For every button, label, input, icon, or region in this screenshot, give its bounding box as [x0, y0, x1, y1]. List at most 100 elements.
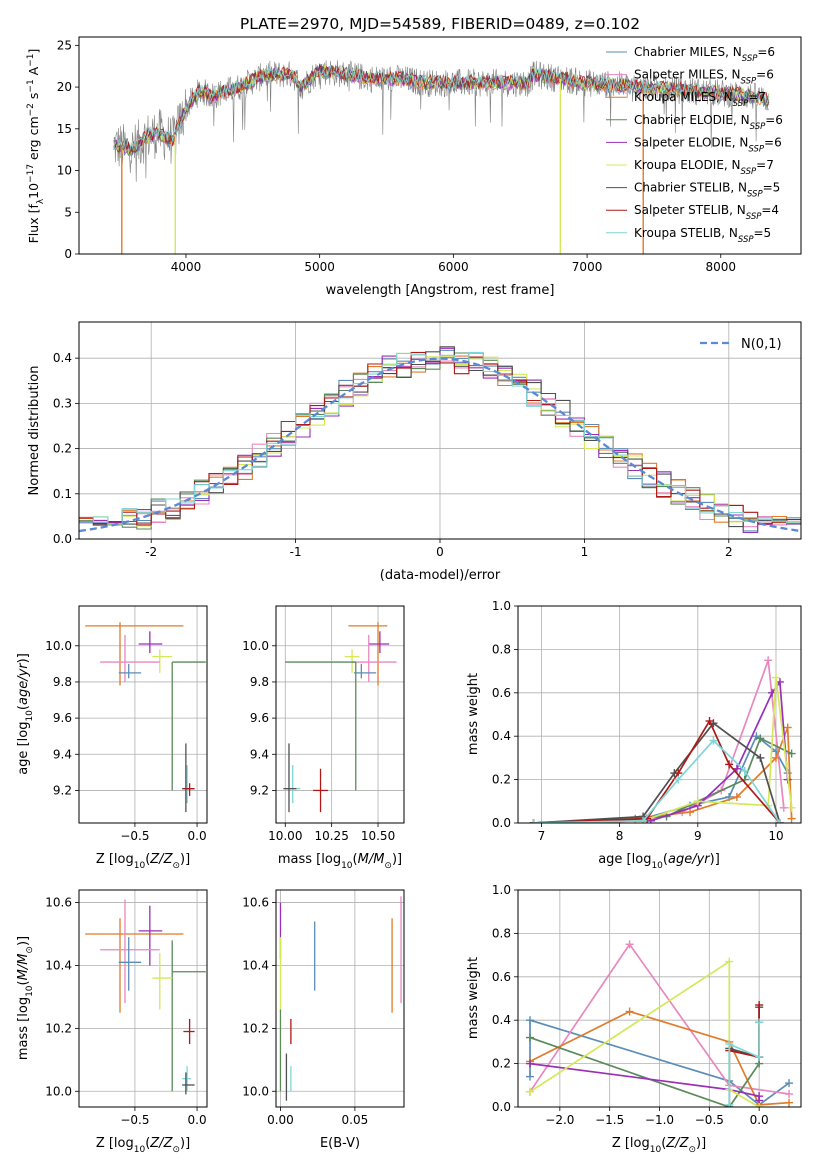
spectrum-ytick-label: 10 [57, 164, 72, 178]
weight-vs-Z-xtick-label: −0.5 [695, 1113, 724, 1127]
age-vs-Z-axes-frame [78, 605, 208, 824]
mass-vs-Z-ytick-label: 10.4 [45, 958, 72, 972]
label-part: 10 [25, 710, 35, 722]
legend-sub: SSP [742, 54, 758, 64]
mass-vs-Z-xtick-label: 0.0 [188, 1113, 207, 1127]
label-part: A [26, 66, 41, 79]
mass-vs-Z-xtick-label: −0.5 [120, 1113, 149, 1127]
legend-entry: Kroupa STELIB, NSSP=5 [634, 226, 771, 245]
mass-vs-ebv-xtick-label: 0.00 [267, 1113, 294, 1127]
weight-vs-age-point-marker [674, 775, 683, 784]
model-spectrum-line [113, 64, 770, 153]
mass-vs-ebv-ytick-label: 10.6 [242, 896, 269, 910]
legend-tail: =6 [757, 45, 775, 59]
age-vs-mass-ytick-label: 9.8 [250, 675, 269, 689]
weight-vs-age-ytick-label: 1.0 [492, 599, 511, 613]
weight-vs-age-point-marker [685, 808, 694, 817]
age-vs-mass-xtick-label: 10.50 [361, 829, 395, 843]
spectrum-xtick-label: 7000 [572, 260, 603, 274]
legend-tail: =6 [765, 113, 783, 127]
age-vs-Z-xtick-label: −0.5 [120, 829, 149, 843]
legend-tail: =7 [756, 158, 774, 172]
plot-area [279, 896, 402, 1101]
label-part: 10 [341, 861, 353, 871]
residuals-ytick-label: 0.4 [53, 351, 72, 365]
weight-vs-age-point-marker [779, 803, 788, 812]
legend-tail: =7 [748, 90, 766, 104]
label-part: )] [710, 852, 720, 867]
weight-vs-Z-ytick-label: 0.8 [492, 926, 511, 940]
weight-vs-Z-point-marker [525, 1033, 534, 1042]
residuals-ylabel: Normed distribution [27, 366, 42, 496]
weight-vs-Z-point-marker [725, 957, 734, 966]
label-part: age [log [598, 852, 651, 867]
legend-label: Chabrier ELODIE, N [634, 113, 750, 127]
residual-histogram-panel: -2 -1 0 1 2 0.0 0.1 0.2 0.3 0.4 N(0,1) (data-model)… [27, 321, 802, 583]
mass-vs-Z-xlabel: Z [log10(Z/Z⊙)] [96, 1136, 190, 1155]
label-part: s [26, 93, 41, 104]
figure-title: PLATE=2970, MJD=54589, FIBERID=0489, z=0… [240, 15, 640, 33]
weight-vs-age-series-line [533, 737, 792, 823]
mass-weight-vs-metallicity-panel: −2.0 −1.5 −1.0 −0.5 0.0 0.0 0.2 0.4 0.6 0.8 1.0 Z [… [466, 883, 802, 1155]
legend-label: Kroupa ELODIE, N [634, 158, 741, 172]
residuals-xtick-label: 1 [581, 545, 589, 559]
weight-vs-age-point-marker [709, 736, 718, 745]
legend-label: Salpeter MILES, N [634, 68, 741, 82]
label-part: −1 [26, 79, 36, 92]
age-vs-Z-ytick-label: 10.0 [45, 639, 72, 653]
label-part: M/M [16, 954, 31, 981]
spectrum-xtick-label: 4000 [171, 260, 202, 274]
label-part: )] [16, 936, 31, 946]
label-part: ⊙ [688, 1145, 696, 1155]
weight-vs-Z-point-marker [785, 1089, 794, 1098]
weight-vs-Z-point-marker [525, 1059, 534, 1068]
age-vs-Z-ytick-label: 9.8 [53, 675, 72, 689]
residuals-xtick-label: 2 [725, 545, 733, 559]
label-part: ( [145, 852, 150, 867]
residuals-xtick-label: -1 [290, 545, 302, 559]
legend-label: Kroupa STELIB, N [634, 226, 738, 240]
weight-vs-age-point-marker [783, 723, 792, 732]
age-vs-mass-panel: 10.00 10.25 10.50 9.2 9.4 9.6 9.8 10.0 mass [log… [242, 605, 405, 871]
weight-vs-age-ytick-label: 0.6 [492, 686, 511, 700]
weight-vs-age-series-line [533, 719, 781, 823]
spectrum-xlabel: wavelength [Angstrom, rest frame] [326, 283, 555, 298]
mass-vs-ebv-axes-frame [275, 889, 405, 1108]
weight-vs-age-point-marker [693, 797, 702, 806]
label-part: ( [16, 705, 31, 710]
age-vs-mass-ytick-label: 10.0 [242, 639, 269, 653]
plot-area [79, 346, 801, 534]
weight-vs-age-xtick-label: 7 [538, 829, 546, 843]
label-part: mass [log [16, 997, 31, 1060]
mass-vs-ebv-ytick-label: 10.4 [242, 958, 269, 972]
mass-vs-Z-ytick-label: 10.0 [45, 1084, 72, 1098]
plot-area [113, 60, 770, 254]
legend-sub: SSP [746, 212, 762, 222]
weight-vs-age-point-marker [639, 816, 648, 823]
weight-vs-age-ytick-label: 0.2 [492, 773, 511, 787]
normal-distribution-curve [79, 357, 801, 533]
spectrum-ytick-label: 15 [57, 122, 72, 136]
weight-vs-age-series-line [533, 739, 781, 823]
label-part: Z [log [612, 1136, 650, 1151]
weight-vs-age-point-marker [775, 819, 784, 823]
label-part: Z [log [96, 1136, 134, 1151]
weight-vs-Z-xtick-label: −1.5 [595, 1113, 624, 1127]
label-part: mass [log [278, 852, 341, 867]
residuals-ytick-label: 0.3 [53, 396, 72, 410]
spectrum-xtick-label: 5000 [304, 260, 335, 274]
label-part: )] [180, 1136, 190, 1151]
spectrum-panel: 4000 5000 6000 7000 8000 0 5 10 15 20 25 Chabrier M… [26, 36, 802, 298]
residuals-ytick-label: 0.2 [53, 442, 72, 456]
label-part: age/yr [668, 852, 711, 867]
label-part: )] [696, 1136, 706, 1151]
weight-vs-age-point-marker [787, 803, 796, 812]
legend-entry: Kroupa ELODIE, NSSP=7 [634, 158, 774, 177]
label-part: ⊙ [384, 861, 392, 871]
age-vs-Z-ytick-label: 9.4 [53, 747, 72, 761]
label-part: λ [36, 198, 46, 204]
age-vs-mass-xtick-label: 10.25 [314, 829, 348, 843]
weight-vs-Z-ylabel: mass weight [466, 957, 481, 1039]
legend-sub: SSP [738, 235, 754, 245]
plot-area [529, 656, 796, 823]
